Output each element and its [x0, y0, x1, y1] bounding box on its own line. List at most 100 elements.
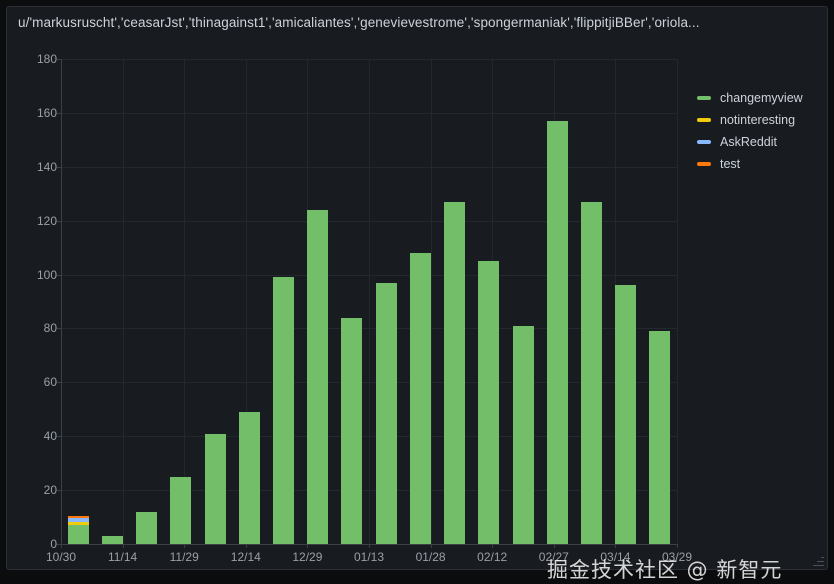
bar-group[interactable]: [478, 261, 500, 544]
bar-segment-changemyview[interactable]: [580, 201, 602, 544]
y-axis-tick-label: 20: [43, 483, 57, 498]
bar-group[interactable]: [307, 209, 329, 544]
bar-group[interactable]: [67, 515, 89, 544]
bar-segment-changemyview[interactable]: [546, 120, 568, 544]
y-axis-tick-mark: [57, 382, 61, 384]
y-axis-tick-mark: [57, 328, 61, 330]
x-axis-tick-mark: [122, 544, 124, 548]
bar-segment-changemyview[interactable]: [101, 535, 123, 544]
bar-segment-changemyview[interactable]: [444, 201, 466, 544]
y-axis-tick-label: 120: [36, 213, 57, 228]
legend-item[interactable]: notinteresting: [697, 110, 827, 130]
bar-segment-changemyview[interactable]: [375, 282, 397, 544]
legend-color-swatch: [697, 96, 711, 100]
bar-segment-changemyview[interactable]: [204, 433, 226, 544]
bar-group[interactable]: [512, 325, 534, 544]
x-axis-tick-label: 03/14: [600, 550, 631, 564]
y-axis-tick-mark: [57, 274, 61, 276]
bar-group[interactable]: [238, 411, 260, 544]
bar-segment-changemyview[interactable]: [341, 317, 363, 544]
bar-group[interactable]: [341, 317, 363, 544]
bar-group[interactable]: [546, 120, 568, 544]
bar-segment-changemyview[interactable]: [307, 209, 329, 544]
x-axis-tick-label: 02/12: [477, 550, 508, 564]
y-axis-tick-label: 160: [36, 105, 57, 120]
x-axis-tick-mark: [553, 544, 555, 548]
legend-color-swatch: [697, 140, 711, 144]
y-axis-tick-label: 100: [36, 267, 57, 282]
legend-item-label: test: [720, 157, 741, 171]
x-axis-tick-label: 03/29: [661, 550, 693, 564]
y-axis-tick-label: 40: [43, 429, 57, 444]
y-axis-tick-mark: [57, 112, 61, 114]
bar-group[interactable]: [615, 285, 637, 544]
x-axis-tick-label: 11/14: [108, 550, 138, 564]
x-axis-tick-mark: [307, 544, 309, 548]
legend-item-label: notinteresting: [720, 113, 796, 127]
gridline-vertical: [430, 59, 432, 544]
gridline-vertical: [184, 59, 186, 544]
resize-handle-icon[interactable]: [813, 555, 824, 566]
legend-color-swatch: [697, 118, 711, 122]
bar-segment-changemyview[interactable]: [170, 476, 192, 544]
x-axis-tick-label: 01/13: [353, 550, 385, 564]
legend-item[interactable]: changemyview: [697, 88, 827, 108]
bar-segment-changemyview[interactable]: [512, 325, 534, 544]
legend: changemyview notinteresting AskReddit test: [697, 88, 827, 176]
chart-panel: u/'markusruscht','ceasarJst','thinagains…: [6, 6, 828, 582]
y-axis-tick-mark: [57, 490, 61, 492]
legend-item-label: AskReddit: [720, 135, 777, 149]
legend-item[interactable]: test: [697, 154, 827, 174]
x-axis-tick-label: 10/30: [45, 550, 77, 564]
x-axis-tick-label: 11/29: [169, 550, 199, 564]
bar-group[interactable]: [375, 282, 397, 544]
bar-segment-notinteresting[interactable]: [67, 522, 89, 526]
gridline-vertical: [677, 59, 678, 544]
panel-header: u/'markusruscht','ceasarJst','thinagains…: [7, 7, 827, 38]
x-axis-tick-mark: [61, 544, 62, 548]
page-title[interactable]: u/'markusruscht','ceasarJst','thinagains…: [18, 15, 700, 30]
gridline-vertical: [369, 59, 370, 544]
bar-group[interactable]: [444, 201, 466, 544]
bar-segment-changemyview[interactable]: [615, 285, 637, 544]
bar-segment-test[interactable]: [67, 515, 89, 519]
bar-segment-changemyview[interactable]: [238, 411, 260, 544]
x-axis-tick-mark: [245, 544, 247, 548]
bar-segment-changemyview[interactable]: [272, 277, 294, 544]
y-axis-tick-label: 0: [50, 537, 57, 551]
y-axis-tick-mark: [57, 544, 61, 545]
bar-group[interactable]: [101, 535, 123, 544]
y-axis-tick-mark: [57, 220, 61, 222]
x-axis-tick-mark: [615, 544, 617, 548]
y-axis-line: [61, 59, 62, 545]
bar-segment-changemyview[interactable]: [136, 511, 158, 544]
bar-group[interactable]: [272, 277, 294, 544]
y-axis-tick-label: 140: [36, 159, 57, 174]
bar-group[interactable]: [136, 511, 158, 544]
bar-segment-changemyview[interactable]: [409, 253, 431, 544]
y-axis-tick-label: 180: [36, 52, 57, 66]
bar-group[interactable]: [580, 201, 602, 544]
gridline-vertical: [245, 59, 247, 544]
x-axis-tick-label: 12/29: [292, 550, 323, 564]
x-axis-tick-label: 02/27: [538, 550, 569, 564]
bar-segment-changemyview[interactable]: [649, 331, 671, 544]
y-axis-tick-label: 80: [43, 321, 57, 336]
x-axis-tick-mark: [677, 544, 678, 548]
x-axis-tick-mark: [492, 544, 494, 548]
bar-group[interactable]: [409, 253, 431, 544]
x-axis-tick-mark: [369, 544, 370, 548]
y-axis-tick-mark: [57, 436, 61, 438]
bar-group[interactable]: [649, 331, 671, 544]
bar-segment-changemyview[interactable]: [67, 525, 89, 544]
legend-item[interactable]: AskReddit: [697, 132, 827, 152]
y-axis-tick-mark: [57, 166, 61, 168]
x-axis-tick-label: 12/14: [230, 550, 261, 564]
x-axis-tick-mark: [430, 544, 432, 548]
bar-segment-askreddit[interactable]: [67, 518, 89, 523]
bar-segment-changemyview[interactable]: [478, 261, 500, 544]
bar-group[interactable]: [204, 433, 226, 544]
y-axis-tick-label: 60: [43, 375, 57, 390]
x-axis-tick-label: 01/28: [415, 550, 446, 564]
bar-group[interactable]: [170, 476, 192, 544]
